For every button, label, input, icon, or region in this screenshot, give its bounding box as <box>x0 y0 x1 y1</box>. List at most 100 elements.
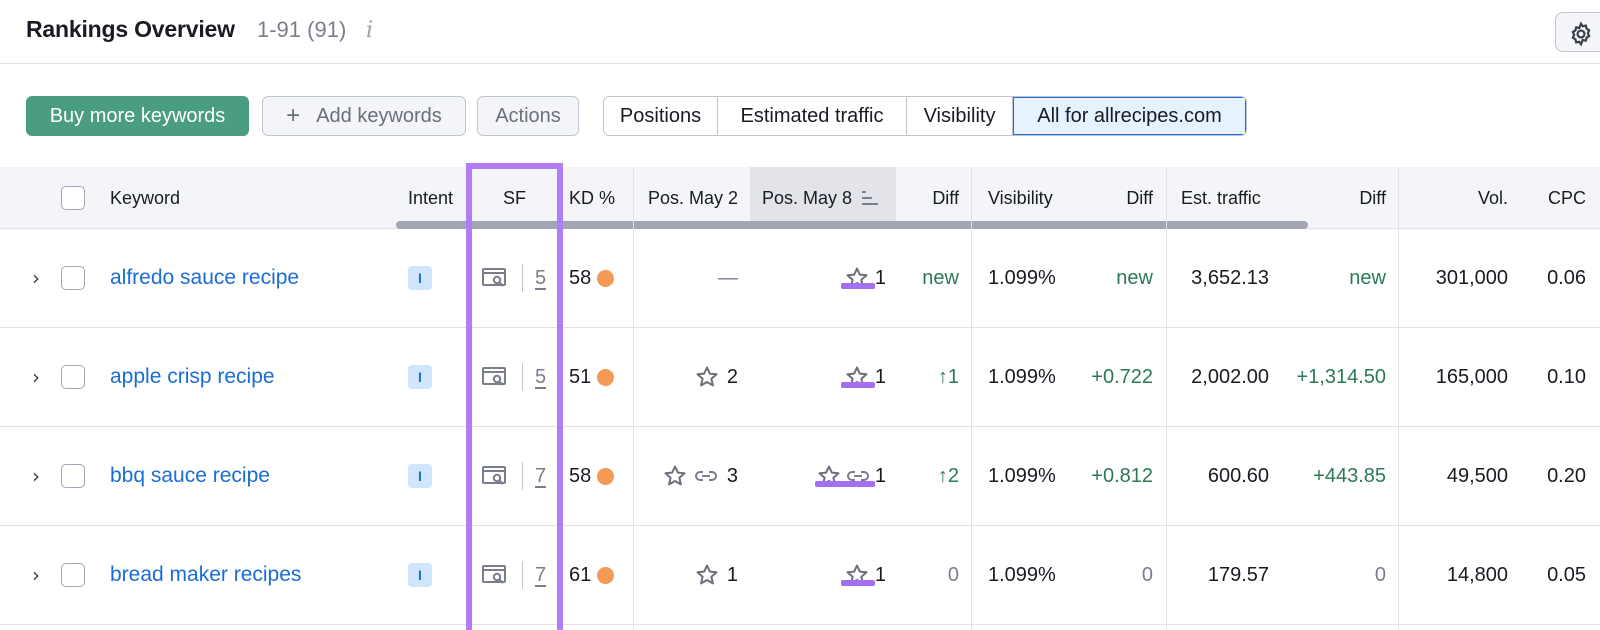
table-row: › bread maker recipes I 7 61 1 1 0 1.099… <box>0 526 1600 625</box>
kd-difficulty-dot <box>597 368 615 386</box>
intent-badge[interactable]: I <box>408 464 432 488</box>
volume-cell: 301,000 <box>1435 266 1508 289</box>
row-select-cell <box>61 526 85 624</box>
add-keywords-label: Add keywords <box>316 104 442 127</box>
col-pos-curr[interactable]: Pos. May 8 <box>750 167 896 229</box>
intent-cell: I <box>408 427 432 525</box>
row-select-cell <box>61 328 85 426</box>
star-icon[interactable] <box>695 365 719 389</box>
kd-value: 51 <box>569 365 592 388</box>
col-cpc[interactable]: CPC <box>1547 187 1586 208</box>
col-volume[interactable]: Vol. <box>1477 187 1508 208</box>
col-kd[interactable]: KD % <box>569 187 616 208</box>
keyword-text: bbq sauce recipe <box>110 464 270 487</box>
intent-badge[interactable]: I <box>408 365 432 389</box>
pos-prev-value: 2 <box>726 365 738 388</box>
col-intent[interactable]: Intent <box>408 187 454 208</box>
col-keyword[interactable]: Keyword <box>110 187 181 208</box>
keyword-text: bread maker recipes <box>110 563 302 586</box>
row-checkbox[interactable] <box>61 266 85 290</box>
visibility-diff-cell: new <box>1116 266 1153 289</box>
table-row: › bbq sauce recipe I 7 58 3 1 ↑2 1.099% … <box>0 427 1600 526</box>
tab-estimated-traffic[interactable]: Estimated traffic <box>718 97 907 135</box>
gear-icon <box>1571 21 1591 47</box>
column-divider <box>633 167 634 630</box>
volume-cell: 14,800 <box>1446 563 1508 586</box>
chevron-right-icon: › <box>32 464 40 488</box>
serp-feature-icon[interactable] <box>482 366 508 388</box>
star-icon[interactable] <box>695 563 719 587</box>
chevron-right-icon: › <box>32 563 40 587</box>
pos-curr-value: 1 <box>874 464 886 487</box>
row-checkbox[interactable] <box>61 365 85 389</box>
star-icon[interactable] <box>663 464 687 488</box>
select-all-cell <box>61 167 87 229</box>
traffic-diff-cell: +1,314.50 <box>1296 365 1386 388</box>
cpc-cell: 0.06 <box>1547 266 1586 289</box>
kd-value: 58 <box>569 266 592 289</box>
sf-count[interactable]: 5 <box>535 365 547 388</box>
col-diff[interactable]: Diff <box>932 187 959 208</box>
pos-prev-cell: 1 <box>632 526 738 624</box>
intent-cell: I <box>408 229 432 327</box>
sf-count[interactable]: 7 <box>535 464 547 487</box>
visibility-diff-cell: 0 <box>1141 563 1153 586</box>
col-sf[interactable]: SF <box>502 187 526 208</box>
row-checkbox[interactable] <box>61 464 85 488</box>
buy-more-keywords-button[interactable]: Buy more keywords <box>26 96 249 136</box>
horizontal-scrollbar[interactable] <box>396 221 1308 229</box>
traffic-diff-cell: new <box>1349 266 1386 289</box>
sf-count[interactable]: 5 <box>535 266 547 289</box>
tab-positions[interactable]: Positions <box>604 97 718 135</box>
pos-prev-value: 1 <box>726 563 738 586</box>
volume-cell: 49,500 <box>1446 464 1508 487</box>
chevron-right-icon: › <box>32 365 40 389</box>
pos-curr-value: 1 <box>874 563 886 586</box>
expand-row-button[interactable]: › <box>32 229 40 327</box>
expand-row-button[interactable]: › <box>32 427 40 525</box>
kd-cell: 51 <box>569 328 615 426</box>
col-visibility[interactable]: Visibility <box>988 187 1053 208</box>
expand-row-button[interactable]: › <box>32 328 40 426</box>
intent-cell: I <box>408 526 432 624</box>
col-traffic-diff[interactable]: Diff <box>1359 187 1386 208</box>
row-checkbox[interactable] <box>61 563 85 587</box>
kd-value: 61 <box>569 563 592 586</box>
select-all-checkbox[interactable] <box>61 186 85 210</box>
kd-cell: 58 <box>569 427 615 525</box>
traffic-cell: 600.60 <box>1207 464 1269 487</box>
expand-row-button[interactable]: › <box>32 526 40 624</box>
info-icon[interactable]: i <box>366 18 374 43</box>
keyword-link[interactable]: alfredo sauce recipe <box>110 229 299 327</box>
serp-feature-icon[interactable] <box>482 564 508 586</box>
diff-cell: 0 <box>947 563 959 586</box>
serp-feature-icon[interactable] <box>482 465 508 487</box>
kd-cell: 61 <box>569 526 615 624</box>
settings-button[interactable] <box>1555 12 1600 52</box>
intent-badge[interactable]: I <box>408 266 432 290</box>
actions-button[interactable]: Actions <box>477 96 579 136</box>
table-row: › alfredo sauce recipe I 5 58 — 1 new 1.… <box>0 229 1600 328</box>
col-pos-prev[interactable]: Pos. May 2 <box>647 187 738 208</box>
keyword-link[interactable]: apple crisp recipe <box>110 328 275 426</box>
add-keywords-button[interactable]: + Add keywords <box>262 96 466 136</box>
tab-visibility[interactable]: Visibility <box>907 97 1013 135</box>
keyword-link[interactable]: bbq sauce recipe <box>110 427 270 525</box>
result-count: 1-91 (91) <box>257 17 347 42</box>
visibility-diff-cell: +0.722 <box>1091 365 1153 388</box>
link-icon[interactable] <box>693 464 719 488</box>
pos-prev-cell: 2 <box>632 328 738 426</box>
tab-all-for-domain[interactable]: All for allrecipes.com <box>1013 97 1246 135</box>
col-est-traffic[interactable]: Est. traffic <box>1181 187 1261 208</box>
intent-badge[interactable]: I <box>408 563 432 587</box>
keyword-link[interactable]: bread maker recipes <box>110 526 301 624</box>
sf-count[interactable]: 7 <box>535 563 547 586</box>
kd-cell: 58 <box>569 229 615 327</box>
row-select-cell <box>61 229 85 327</box>
link-icon[interactable] <box>845 464 871 488</box>
highlight-underline <box>815 481 875 487</box>
kd-difficulty-dot <box>597 269 615 287</box>
col-visibility-diff[interactable]: Diff <box>1126 187 1153 208</box>
sf-separator <box>522 264 523 292</box>
serp-feature-icon[interactable] <box>482 267 508 289</box>
